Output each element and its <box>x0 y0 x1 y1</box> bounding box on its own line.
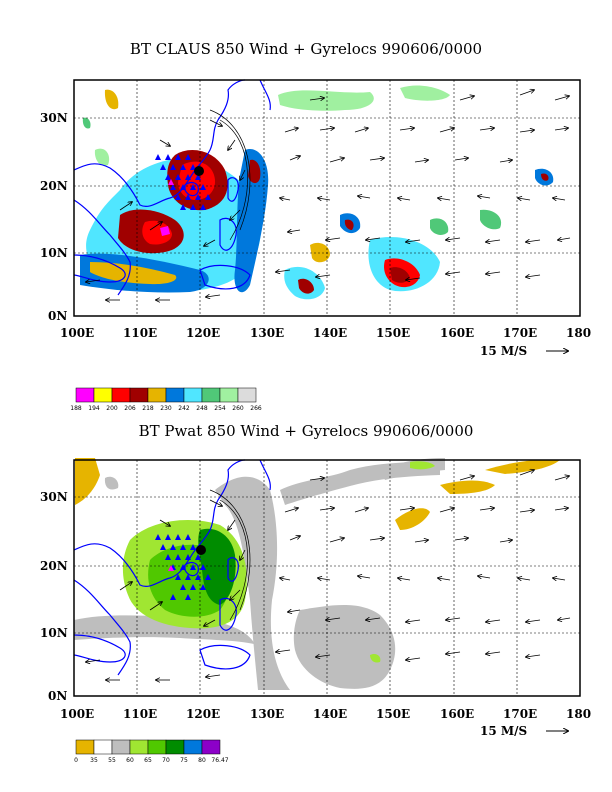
colorbar-label: 260 <box>232 405 244 412</box>
panel1-lat-10n: 10N <box>40 246 68 260</box>
panel2-streamlines <box>209 489 251 621</box>
panel1-gyrelocs <box>155 154 211 210</box>
panel2-lon-labels: 100E 110E 120E 130E 140E 150E 160E 170E … <box>60 707 591 721</box>
colorbar-label: 266 <box>250 405 262 412</box>
panel1-title: BT CLAUS 850 Wind + Gyrelocs 990606/0000 <box>129 40 483 58</box>
panel2-frame <box>73 459 581 697</box>
colorbar-label: 242 <box>178 405 190 412</box>
panel1-lon-labels: 100E 110E 120E 130E 140E 150E 160E 170E … <box>60 326 591 340</box>
colorbar-swatch <box>147 739 167 755</box>
panel2-pwat-shading <box>74 458 560 690</box>
colorbar-label: 188 <box>70 405 82 412</box>
colorbar-label: 70 <box>162 757 170 764</box>
colorbar-label: 218 <box>142 405 154 412</box>
colorbar-label: 254 <box>214 405 226 412</box>
colorbar-label: 230 <box>160 405 172 412</box>
panel2-lat-10n: 10N <box>40 626 68 640</box>
colorbar-swatch <box>201 387 221 403</box>
panel2-wind-vectors <box>86 470 570 680</box>
colorbar-label: 75 <box>180 757 188 764</box>
panel2-vector-ref-label: 15 M/S <box>480 724 527 738</box>
panel1-colorbar: 188 194 200 206 218 230 242 248 254 260 266 <box>70 387 262 412</box>
colorbar-swatch <box>237 387 257 403</box>
colorbar-label: 80 <box>198 757 206 764</box>
colorbar-label: 65 <box>144 757 152 764</box>
panel1-frame <box>73 79 581 317</box>
panel2-title: BT Pwat 850 Wind + Gyrelocs 990606/0000 <box>138 422 474 440</box>
panel1-lon-140e: 140E <box>313 326 347 340</box>
colorbar-swatch <box>129 739 149 755</box>
colorbar-swatch <box>183 739 203 755</box>
panel2-lon-130e: 130E <box>250 707 284 721</box>
panel2-lon-140e: 140E <box>313 707 347 721</box>
colorbar-label: 248 <box>196 405 208 412</box>
panel1-cloud-shading <box>80 85 554 300</box>
panel1-streamlines <box>209 109 251 241</box>
colorbar-swatch <box>93 739 113 755</box>
panel2-lon-100e: 100E <box>60 707 94 721</box>
panel2-lon-110e: 110E <box>123 707 157 721</box>
colorbar-swatch <box>75 387 95 403</box>
panel1-coastlines <box>73 79 271 296</box>
colorbar-label: 55 <box>108 757 116 764</box>
colorbar-swatch <box>129 387 149 403</box>
panel2-colorbar: 0 35 55 60 65 70 75 80 76.47 <box>74 739 229 764</box>
colorbar-swatch <box>75 739 95 755</box>
panel1-lon-150e: 150E <box>376 326 410 340</box>
colorbar-swatch <box>201 739 221 755</box>
colorbar-swatch <box>165 387 185 403</box>
panel1-lon-180: 180 <box>566 326 591 340</box>
colorbar-label: 0 <box>74 757 78 764</box>
colorbar-swatch <box>93 387 113 403</box>
panel1-lon-110e: 110E <box>123 326 157 340</box>
panel2-lon-180: 180 <box>566 707 591 721</box>
panel2-colorbar-boxes <box>75 739 221 755</box>
colorbar-swatch <box>111 739 131 755</box>
colorbar-label: 60 <box>126 757 134 764</box>
colorbar-swatch <box>165 739 185 755</box>
panel2-map <box>73 458 581 697</box>
panel2-lat-0n: 0N <box>48 689 67 703</box>
colorbar-swatch <box>219 387 239 403</box>
colorbar-label: 194 <box>88 405 100 412</box>
panel1-lon-100e: 100E <box>60 326 94 340</box>
panel1-lat-0n: 0N <box>48 309 67 323</box>
panel1-wind-vectors <box>86 90 570 300</box>
panel2-colorbar-labels: 0 35 55 60 65 70 75 80 76.47 <box>74 757 229 764</box>
colorbar-swatch <box>183 387 203 403</box>
panel1-gyre-center <box>194 166 204 176</box>
panel1-lat-20n: 20N <box>40 179 68 193</box>
panel2-lat-30n: 30N <box>40 490 68 504</box>
colorbar-label: 35 <box>90 757 98 764</box>
panel1-magenta-marker <box>168 179 174 185</box>
panel2-lon-160e: 160E <box>440 707 474 721</box>
panel1-lat-labels: 30N 20N 10N 0N <box>40 111 68 323</box>
panel1-map <box>73 79 581 317</box>
panel2-lon-150e: 150E <box>376 707 410 721</box>
panel2-gyre-center <box>196 545 206 555</box>
panel1-lon-160e: 160E <box>440 326 474 340</box>
colorbar-label: 206 <box>124 405 136 412</box>
panel1-lon-120e: 120E <box>186 326 220 340</box>
panel2-lon-170e: 170E <box>503 707 537 721</box>
panel1-colorbar-boxes <box>75 387 257 403</box>
panel1-colorbar-labels: 188 194 200 206 218 230 242 248 254 260 266 <box>70 405 262 412</box>
panel1-vector-ref-label: 15 M/S <box>480 344 527 358</box>
colorbar-label: 200 <box>106 405 118 412</box>
colorbar-swatch <box>147 387 167 403</box>
panel2-lat-labels: 30N 20N 10N 0N <box>40 490 68 703</box>
panel1-grid <box>74 80 580 316</box>
panel2-lat-20n: 20N <box>40 559 68 573</box>
panel2-grid <box>74 460 580 696</box>
colorbar-label: 76.47 <box>211 757 228 764</box>
panel1-lon-130e: 130E <box>250 326 284 340</box>
panel2-lon-120e: 120E <box>186 707 220 721</box>
panel2-magenta-marker <box>168 565 174 571</box>
panel2-gyrelocs <box>155 534 211 600</box>
panel1-lon-170e: 170E <box>503 326 537 340</box>
panel1-lat-30n: 30N <box>40 111 68 125</box>
colorbar-swatch <box>111 387 131 403</box>
